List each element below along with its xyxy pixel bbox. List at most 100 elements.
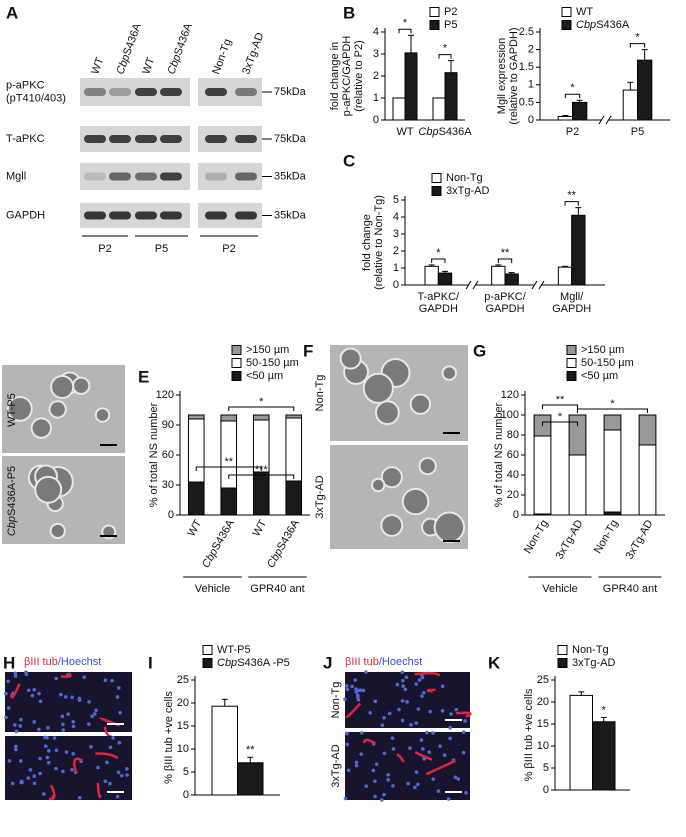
- nucleus: [357, 688, 361, 693]
- nucleus: [419, 738, 424, 742]
- legend-swatch: [566, 345, 577, 355]
- y-tick-label: 1: [528, 79, 534, 91]
- neurite: [60, 672, 72, 678]
- comparison-bracket: [195, 466, 262, 471]
- bar-segment: [252, 414, 270, 421]
- x-tick-label: P2: [566, 126, 579, 138]
- legend-swatch: [561, 20, 572, 30]
- bar: [637, 59, 653, 121]
- bar-segment: [533, 435, 552, 515]
- nucleus: [71, 724, 76, 729]
- nucleus: [96, 765, 100, 770]
- significance: ***: [255, 464, 269, 476]
- stain-part: βIII tub: [24, 656, 58, 668]
- nucleus: [45, 735, 49, 740]
- nucleus: [387, 711, 392, 716]
- stain-label: βIII tub/Hoechst: [345, 656, 422, 668]
- panel-letter: J: [323, 653, 332, 672]
- blot-row-label: GAPDH: [6, 209, 45, 221]
- nucleus: [373, 699, 378, 704]
- nucleus: [463, 719, 467, 723]
- nucleus: [12, 723, 17, 727]
- nucleus: [4, 715, 8, 720]
- nucleus: [354, 687, 358, 691]
- blot-band: [205, 211, 227, 220]
- y-tick-label: 100: [501, 409, 519, 421]
- nucleus: [386, 778, 390, 782]
- x-tick-label: Non-Tg: [592, 518, 621, 556]
- bar-segment: [603, 414, 622, 431]
- marker-label: 75kDa: [274, 133, 307, 145]
- x-tick-label: CbpS436A: [418, 126, 472, 138]
- nucleus: [427, 750, 432, 754]
- nucleus: [14, 729, 19, 734]
- comparison-bracket: [228, 474, 295, 479]
- significance: **: [556, 394, 565, 406]
- nucleus: [440, 684, 445, 689]
- blot-band: [84, 88, 106, 96]
- bar: [444, 72, 458, 121]
- group-label: P2: [222, 243, 235, 255]
- nucleus: [380, 723, 385, 727]
- panel-letter: I: [148, 653, 153, 672]
- bar-segment: [187, 414, 205, 420]
- italic-part: Cbp: [418, 126, 438, 138]
- legend-swatch: [429, 7, 440, 17]
- axis-break: [602, 118, 608, 122]
- blot-band: [235, 88, 257, 96]
- nucleus: [425, 730, 429, 735]
- lane-label: Non-Tg: [210, 37, 234, 76]
- neurosphere: [380, 466, 403, 489]
- legend-label: P5: [444, 19, 457, 31]
- y-axis-label: Mgll expression: [496, 38, 508, 114]
- neurite: [73, 757, 84, 774]
- nucleus: [364, 670, 368, 674]
- nucleus: [400, 699, 405, 703]
- nucleus: [448, 736, 452, 741]
- y-tick-label: 25: [537, 674, 549, 686]
- legend-label: <50 µm: [581, 370, 618, 382]
- axis-break: [598, 115, 605, 125]
- lane-label: CbpS436A: [165, 21, 195, 76]
- significance: *: [558, 411, 563, 423]
- bar: [424, 265, 439, 286]
- nucleus: [364, 784, 369, 788]
- image-label: WT-P5: [6, 393, 18, 427]
- bar: [557, 266, 573, 286]
- x-tick-label: Mgll/: [560, 291, 584, 303]
- nucleus: [61, 722, 65, 727]
- nucleus: [374, 762, 379, 767]
- nucleus: [380, 798, 384, 802]
- axis-break: [465, 280, 472, 290]
- legend-swatch: [561, 7, 572, 17]
- legend-swatch: [231, 358, 242, 368]
- nucleus: [120, 773, 124, 778]
- neurite: [426, 688, 436, 693]
- blot-band: [84, 135, 106, 143]
- blot-band: [109, 88, 131, 96]
- nucleus: [26, 688, 31, 693]
- axis-break: [531, 280, 538, 290]
- y-tick-label: 0: [393, 279, 399, 291]
- nucleus: [6, 679, 10, 684]
- bar: [569, 694, 593, 791]
- nucleus: [117, 740, 122, 745]
- y-axis-label: % βIII tub +ve cells: [163, 691, 175, 784]
- legend-label: 50-150 µm: [246, 357, 299, 369]
- bar-segment: [285, 414, 303, 419]
- nucleus: [115, 695, 120, 699]
- neurosphere: [72, 376, 91, 395]
- nucleus: [356, 695, 360, 700]
- micrograph: [345, 732, 470, 800]
- y-axis-label: (relative to Non-Tg): [373, 195, 385, 290]
- significance-bracket: [497, 258, 513, 263]
- nucleus: [37, 727, 41, 732]
- bar: [404, 52, 418, 121]
- y-tick-label: 0: [513, 509, 519, 521]
- nucleus: [60, 714, 65, 719]
- blot-band: [84, 172, 106, 181]
- nucleus: [87, 722, 91, 726]
- panel-letter: A: [6, 3, 18, 22]
- bar: [491, 265, 506, 286]
- nucleus: [428, 709, 432, 714]
